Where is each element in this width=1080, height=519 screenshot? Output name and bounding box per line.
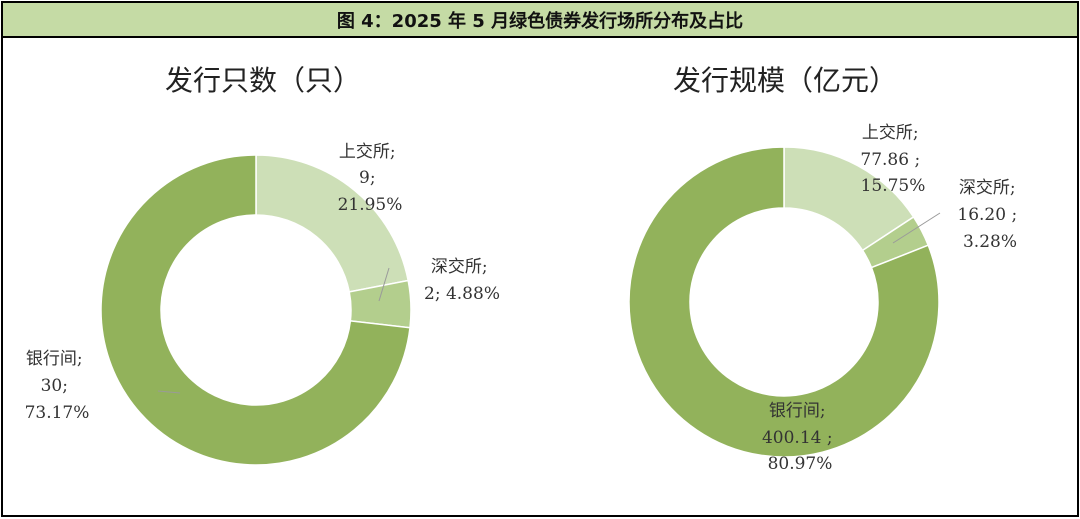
- leader-line: [378, 267, 390, 302]
- chart-amount: 发行规模（亿元） 上交所; 77.86 ; 15.75% 深交所; 16.20 …: [628, 64, 1022, 474]
- label-count-bank: 银行间; 30; 73.17%: [25, 349, 90, 423]
- slice-amount-bank: [628, 146, 940, 458]
- label-amount-sse: 上交所; 77.86 ; 15.75%: [860, 123, 925, 196]
- label-count-szse: 深交所; 2; 4.88%: [424, 257, 500, 304]
- chart-title-count: 发行只数（只）: [165, 64, 361, 97]
- slice-count-bank: [100, 154, 411, 466]
- chart-title-amount: 发行规模（亿元）: [673, 64, 897, 97]
- leader-lines-count: [157, 267, 390, 394]
- donut-count: [100, 154, 412, 466]
- label-amount-bank: 银行间; 400.14 ; 80.97%: [762, 401, 838, 474]
- figure-header: 图 4：2025 年 5 月绿色债券发行场所分布及占比: [3, 3, 1077, 38]
- leader-line: [157, 390, 181, 394]
- label-amount-szse: 深交所; 16.20 ; 3.28%: [957, 178, 1022, 252]
- chart-count: 发行只数（只） 上交所; 9; 21.95% 深交所; 2; 4.88% 银行间…: [25, 64, 500, 466]
- donut-amount: [628, 146, 940, 458]
- leader-line: [892, 212, 941, 244]
- leader-lines-amount: [892, 212, 941, 244]
- label-count-sse: 上交所; 9; 21.95%: [338, 142, 403, 215]
- slice-count-sse: [255, 154, 410, 293]
